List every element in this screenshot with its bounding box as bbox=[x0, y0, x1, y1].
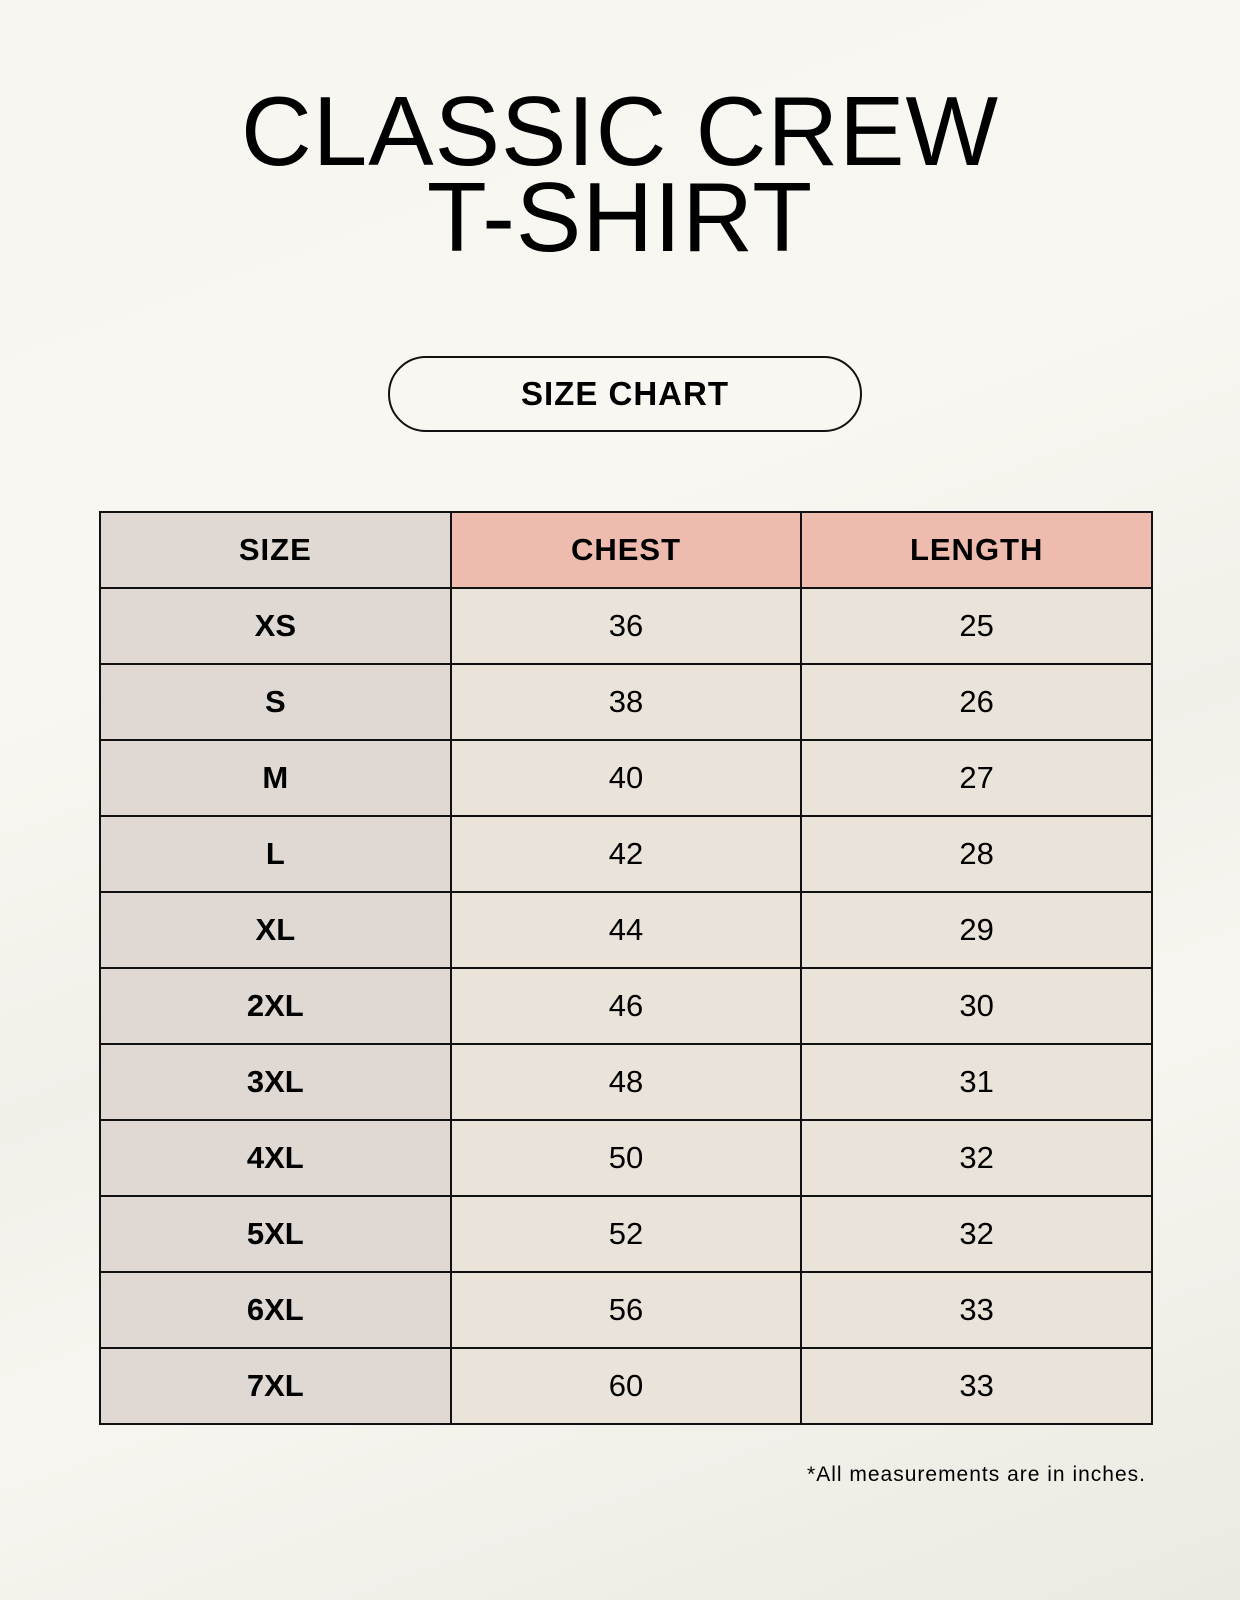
cell-size: XS bbox=[99, 587, 452, 665]
table-header-row: SIZE CHEST LENGTH bbox=[99, 511, 1153, 589]
cell-size: 2XL bbox=[99, 967, 452, 1045]
cell-size: 3XL bbox=[99, 1043, 452, 1121]
cell-chest: 56 bbox=[449, 1271, 803, 1349]
table-row: L 42 28 bbox=[99, 815, 1153, 893]
table-row: 7XL 60 33 bbox=[99, 1347, 1153, 1425]
cell-size: 4XL bbox=[99, 1119, 452, 1197]
header-length: LENGTH bbox=[800, 511, 1153, 589]
cell-size: XL bbox=[99, 891, 452, 969]
cell-length: 33 bbox=[800, 1347, 1153, 1425]
cell-length: 30 bbox=[800, 967, 1153, 1045]
cell-chest: 52 bbox=[449, 1195, 803, 1273]
cell-chest: 48 bbox=[449, 1043, 803, 1121]
cell-chest: 46 bbox=[449, 967, 803, 1045]
cell-size: 7XL bbox=[99, 1347, 452, 1425]
cell-length: 31 bbox=[800, 1043, 1153, 1121]
cell-length: 26 bbox=[800, 663, 1153, 741]
cell-size: 5XL bbox=[99, 1195, 452, 1273]
cell-chest: 42 bbox=[449, 815, 803, 893]
title-line-1: CLASSIC CREW bbox=[240, 76, 999, 186]
table-row: S 38 26 bbox=[99, 663, 1153, 741]
cell-length: 29 bbox=[800, 891, 1153, 969]
size-table: SIZE CHEST LENGTH XS 36 25 S 38 26 M 40 27 L 42 28 X… bbox=[99, 511, 1153, 1425]
table-row: 2XL 46 30 bbox=[99, 967, 1153, 1045]
table-row: 3XL 48 31 bbox=[99, 1043, 1153, 1121]
cell-length: 33 bbox=[800, 1271, 1153, 1349]
table-row: 6XL 56 33 bbox=[99, 1271, 1153, 1349]
cell-chest: 40 bbox=[449, 739, 803, 817]
header-size: SIZE bbox=[99, 511, 452, 589]
size-chart-badge: SIZE CHART bbox=[388, 356, 862, 432]
table-row: M 40 27 bbox=[99, 739, 1153, 817]
cell-size: 6XL bbox=[99, 1271, 452, 1349]
header-chest: CHEST bbox=[449, 511, 803, 589]
cell-length: 27 bbox=[800, 739, 1153, 817]
cell-size: M bbox=[99, 739, 452, 817]
title-line-2: T-SHIRT bbox=[426, 162, 814, 272]
cell-size: L bbox=[99, 815, 452, 893]
cell-chest: 60 bbox=[449, 1347, 803, 1425]
cell-length: 32 bbox=[800, 1119, 1153, 1197]
cell-chest: 50 bbox=[449, 1119, 803, 1197]
table-row: XS 36 25 bbox=[99, 587, 1153, 665]
cell-chest: 38 bbox=[449, 663, 803, 741]
cell-length: 28 bbox=[800, 815, 1153, 893]
table-row: 5XL 52 32 bbox=[99, 1195, 1153, 1273]
cell-length: 25 bbox=[800, 587, 1153, 665]
cell-size: S bbox=[99, 663, 452, 741]
cell-chest: 36 bbox=[449, 587, 803, 665]
cell-length: 32 bbox=[800, 1195, 1153, 1273]
table-row: 4XL 50 32 bbox=[99, 1119, 1153, 1197]
page-title: CLASSIC CREW T-SHIRT bbox=[0, 76, 1240, 272]
cell-chest: 44 bbox=[449, 891, 803, 969]
table-row: XL 44 29 bbox=[99, 891, 1153, 969]
footnote: *All measurements are in inches. bbox=[807, 1463, 1146, 1486]
